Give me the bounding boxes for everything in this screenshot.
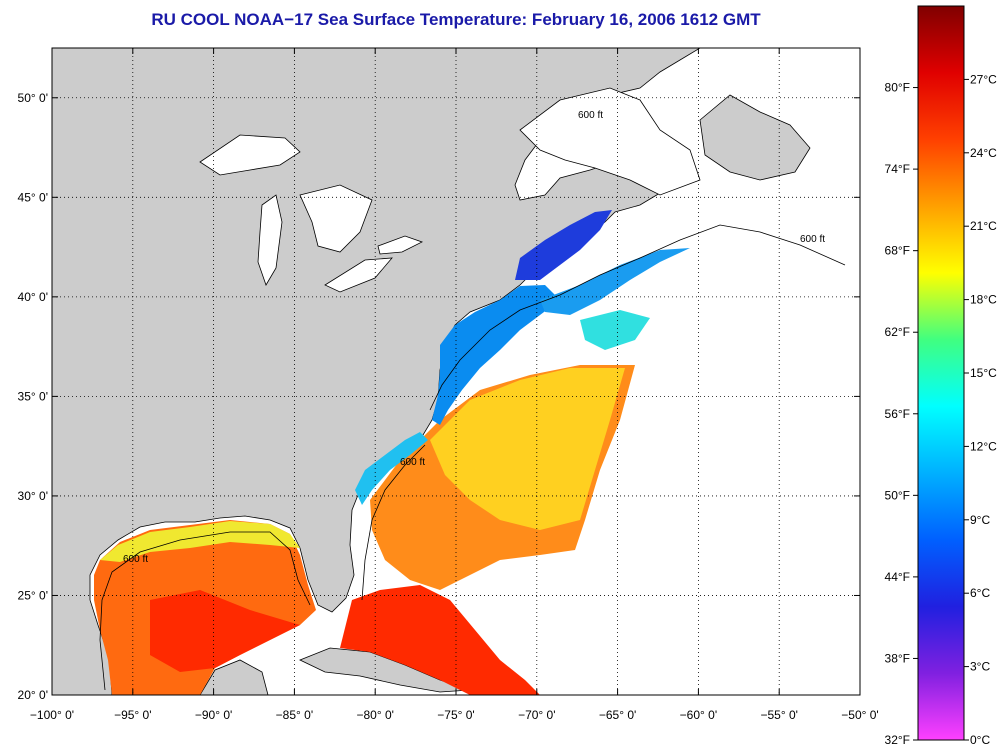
lon-tick-label: −100° 0' [30, 708, 74, 722]
map-title: RU COOL NOAA−17 Sea Surface Temperature:… [151, 10, 761, 29]
celsius-tick-label: 0°C [970, 733, 990, 747]
celsius-tick-label: 18°C [970, 293, 997, 307]
lon-tick-label: −70° 0' [518, 708, 555, 722]
contour-600ft-gulf [99, 531, 311, 691]
map-area [52, 48, 860, 695]
sst-gulf-north-yellow [100, 521, 300, 562]
sst-carolina-shelf [355, 432, 428, 505]
fahrenheit-tick-label: 68°F [885, 244, 910, 258]
lake-ontario [377, 235, 424, 255]
celsius-tick-label: 27°C [970, 72, 997, 86]
sst-mid-atlantic-shelf [432, 285, 560, 425]
lat-tick-label: 45° 0' [18, 190, 48, 204]
lat-tick-label: 20° 0' [18, 688, 48, 702]
lake-huron [299, 184, 373, 253]
lon-tick-label: −60° 0' [680, 708, 717, 722]
land-newfoundland [699, 94, 811, 181]
colorbar-celsius-axis: 0°C 3°C 6°C 9°C 12°C 15°C 18°C 21°C 24°C 27°C [964, 72, 997, 747]
celsius-tick-label: 21°C [970, 219, 997, 233]
sst-gulf-of-maine [515, 210, 612, 280]
lon-tick-label: −85° 0' [276, 708, 313, 722]
lon-tick-label: −65° 0' [599, 708, 636, 722]
lon-tick-label: −75° 0' [437, 708, 474, 722]
colorbar-fahrenheit-axis: 32°F 38°F 44°F 50°F 56°F 62°F 68°F 74°F 80°F [885, 81, 918, 747]
contour-600ft-florida [361, 444, 426, 601]
celsius-tick-label: 15°C [970, 366, 997, 380]
lake-erie [324, 257, 393, 293]
celsius-tick-label: 3°C [970, 660, 990, 674]
celsius-tick-label: 6°C [970, 586, 990, 600]
sst-atlantic-yellow [430, 368, 625, 530]
sst-cyan-patch [580, 310, 650, 350]
lat-tick-label: 50° 0' [18, 91, 48, 105]
latitude-axis: 20° 0' 25° 0' 30° 0' 35° 0' 40° 0' 45° 0' 50° … [18, 91, 860, 702]
contour-600ft-east [429, 224, 846, 411]
fahrenheit-tick-label: 80°F [885, 81, 910, 95]
fahrenheit-tick-label: 50°F [885, 488, 910, 502]
lon-tick-label: −90° 0' [195, 708, 232, 722]
fahrenheit-tick-label: 74°F [885, 162, 910, 176]
contour-label-east: 600 ft [800, 234, 825, 245]
fahrenheit-tick-label: 38°F [885, 651, 910, 665]
sst-gulf-south-red [150, 590, 300, 672]
sst-scotian-shelf [540, 248, 690, 315]
fahrenheit-tick-label: 56°F [885, 407, 910, 421]
sst-caribbean [340, 585, 540, 695]
celsius-tick-label: 9°C [970, 513, 990, 527]
lon-tick-label: −80° 0' [356, 708, 393, 722]
land-yucatan [199, 659, 269, 695]
lon-tick-label: −95° 0' [114, 708, 151, 722]
colorbar [917, 5, 965, 741]
lat-tick-label: 25° 0' [18, 588, 48, 602]
fahrenheit-tick-label: 62°F [885, 325, 910, 339]
lake-superior [199, 134, 301, 176]
gulf-st-lawrence [519, 87, 701, 196]
contour-label-carolina: 600 ft [400, 457, 425, 468]
fahrenheit-tick-label: 44°F [885, 570, 910, 584]
longitude-axis: −100° 0' −95° 0' −90° 0' −85° 0' −80° 0' −75°… [30, 48, 879, 722]
lat-tick-label: 30° 0' [18, 489, 48, 503]
celsius-tick-label: 12°C [970, 439, 997, 453]
graticule [52, 48, 860, 695]
contour-label-gulf: 600 ft [123, 554, 148, 565]
lat-tick-label: 35° 0' [18, 389, 48, 403]
lon-tick-label: −55° 0' [760, 708, 797, 722]
lat-tick-label: 40° 0' [18, 290, 48, 304]
contour-label-north: 600 ft [578, 110, 603, 121]
fahrenheit-tick-label: 32°F [885, 733, 910, 747]
celsius-tick-label: 24°C [970, 146, 997, 160]
lake-michigan [257, 194, 283, 286]
lon-tick-label: −50° 0' [841, 708, 878, 722]
